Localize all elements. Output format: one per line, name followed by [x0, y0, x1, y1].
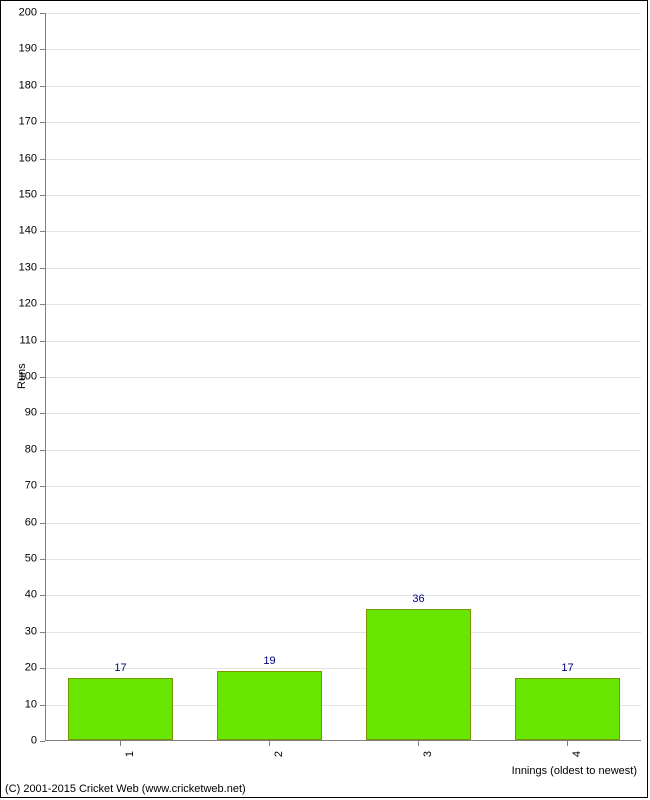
y-tick-mark [40, 668, 45, 669]
y-tick-label: 40 [1, 590, 37, 601]
x-tick-label: 1 [124, 751, 136, 757]
y-tick-label: 0 [1, 736, 37, 747]
y-gridline [46, 159, 641, 160]
y-tick-mark [40, 741, 45, 742]
y-tick-mark [40, 523, 45, 524]
y-gridline [46, 304, 641, 305]
x-tick-label: 4 [571, 751, 583, 757]
plot-area: 17 19 36 17 [45, 13, 641, 741]
y-tick-label: 120 [1, 299, 37, 310]
y-tick-label: 200 [1, 8, 37, 19]
y-tick-mark [40, 413, 45, 414]
y-gridline [46, 413, 641, 414]
y-tick-mark [40, 231, 45, 232]
y-tick-label: 110 [1, 335, 37, 346]
y-tick-label: 170 [1, 117, 37, 128]
x-tick-mark [418, 741, 419, 746]
y-tick-mark [40, 377, 45, 378]
y-gridline [46, 86, 641, 87]
y-tick-label: 60 [1, 517, 37, 528]
y-gridline [46, 49, 641, 50]
y-gridline [46, 486, 641, 487]
bar-value-label: 19 [263, 655, 275, 667]
y-tick-mark [40, 159, 45, 160]
y-tick-label: 160 [1, 153, 37, 164]
y-tick-label: 140 [1, 226, 37, 237]
y-tick-mark [40, 486, 45, 487]
y-tick-mark [40, 595, 45, 596]
y-tick-mark [40, 268, 45, 269]
y-tick-label: 150 [1, 190, 37, 201]
y-gridline [46, 13, 641, 14]
y-tick-mark [40, 13, 45, 14]
chart-footer: (C) 2001-2015 Cricket Web (www.cricketwe… [5, 783, 246, 795]
y-gridline [46, 450, 641, 451]
x-tick-mark [567, 741, 568, 746]
bar [366, 609, 470, 740]
y-gridline [46, 595, 641, 596]
y-tick-mark [40, 559, 45, 560]
y-tick-mark [40, 304, 45, 305]
y-gridline [46, 377, 641, 378]
chart-container: 17193617 Runs Innings (oldest to newest)… [0, 0, 648, 798]
y-tick-mark [40, 450, 45, 451]
x-tick-label: 3 [422, 751, 434, 757]
x-tick-mark [120, 741, 121, 746]
y-tick-label: 70 [1, 481, 37, 492]
y-gridline [46, 523, 641, 524]
y-tick-label: 100 [1, 372, 37, 383]
y-gridline [46, 559, 641, 560]
y-gridline [46, 341, 641, 342]
bar [515, 678, 619, 740]
y-tick-mark [40, 122, 45, 123]
bar-value-label: 36 [412, 593, 424, 605]
bar [68, 678, 172, 740]
y-tick-label: 90 [1, 408, 37, 419]
x-tick-mark [269, 741, 270, 746]
bar [217, 671, 321, 740]
y-gridline [46, 195, 641, 196]
y-tick-mark [40, 49, 45, 50]
y-tick-mark [40, 341, 45, 342]
y-gridline [46, 632, 641, 633]
y-tick-label: 190 [1, 44, 37, 55]
y-tick-label: 180 [1, 80, 37, 91]
y-gridline [46, 231, 641, 232]
y-tick-mark [40, 195, 45, 196]
y-tick-mark [40, 705, 45, 706]
y-tick-label: 30 [1, 626, 37, 637]
bar-value-label: 17 [114, 662, 126, 674]
x-axis-title: Innings (oldest to newest) [512, 765, 637, 777]
y-tick-label: 10 [1, 699, 37, 710]
y-tick-mark [40, 86, 45, 87]
y-tick-label: 80 [1, 444, 37, 455]
bar-value-label: 17 [561, 662, 573, 674]
y-tick-label: 130 [1, 262, 37, 273]
y-tick-mark [40, 632, 45, 633]
y-tick-label: 50 [1, 554, 37, 565]
x-tick-label: 2 [273, 751, 285, 757]
y-gridline [46, 268, 641, 269]
y-gridline [46, 668, 641, 669]
y-gridline [46, 122, 641, 123]
y-tick-label: 20 [1, 663, 37, 674]
